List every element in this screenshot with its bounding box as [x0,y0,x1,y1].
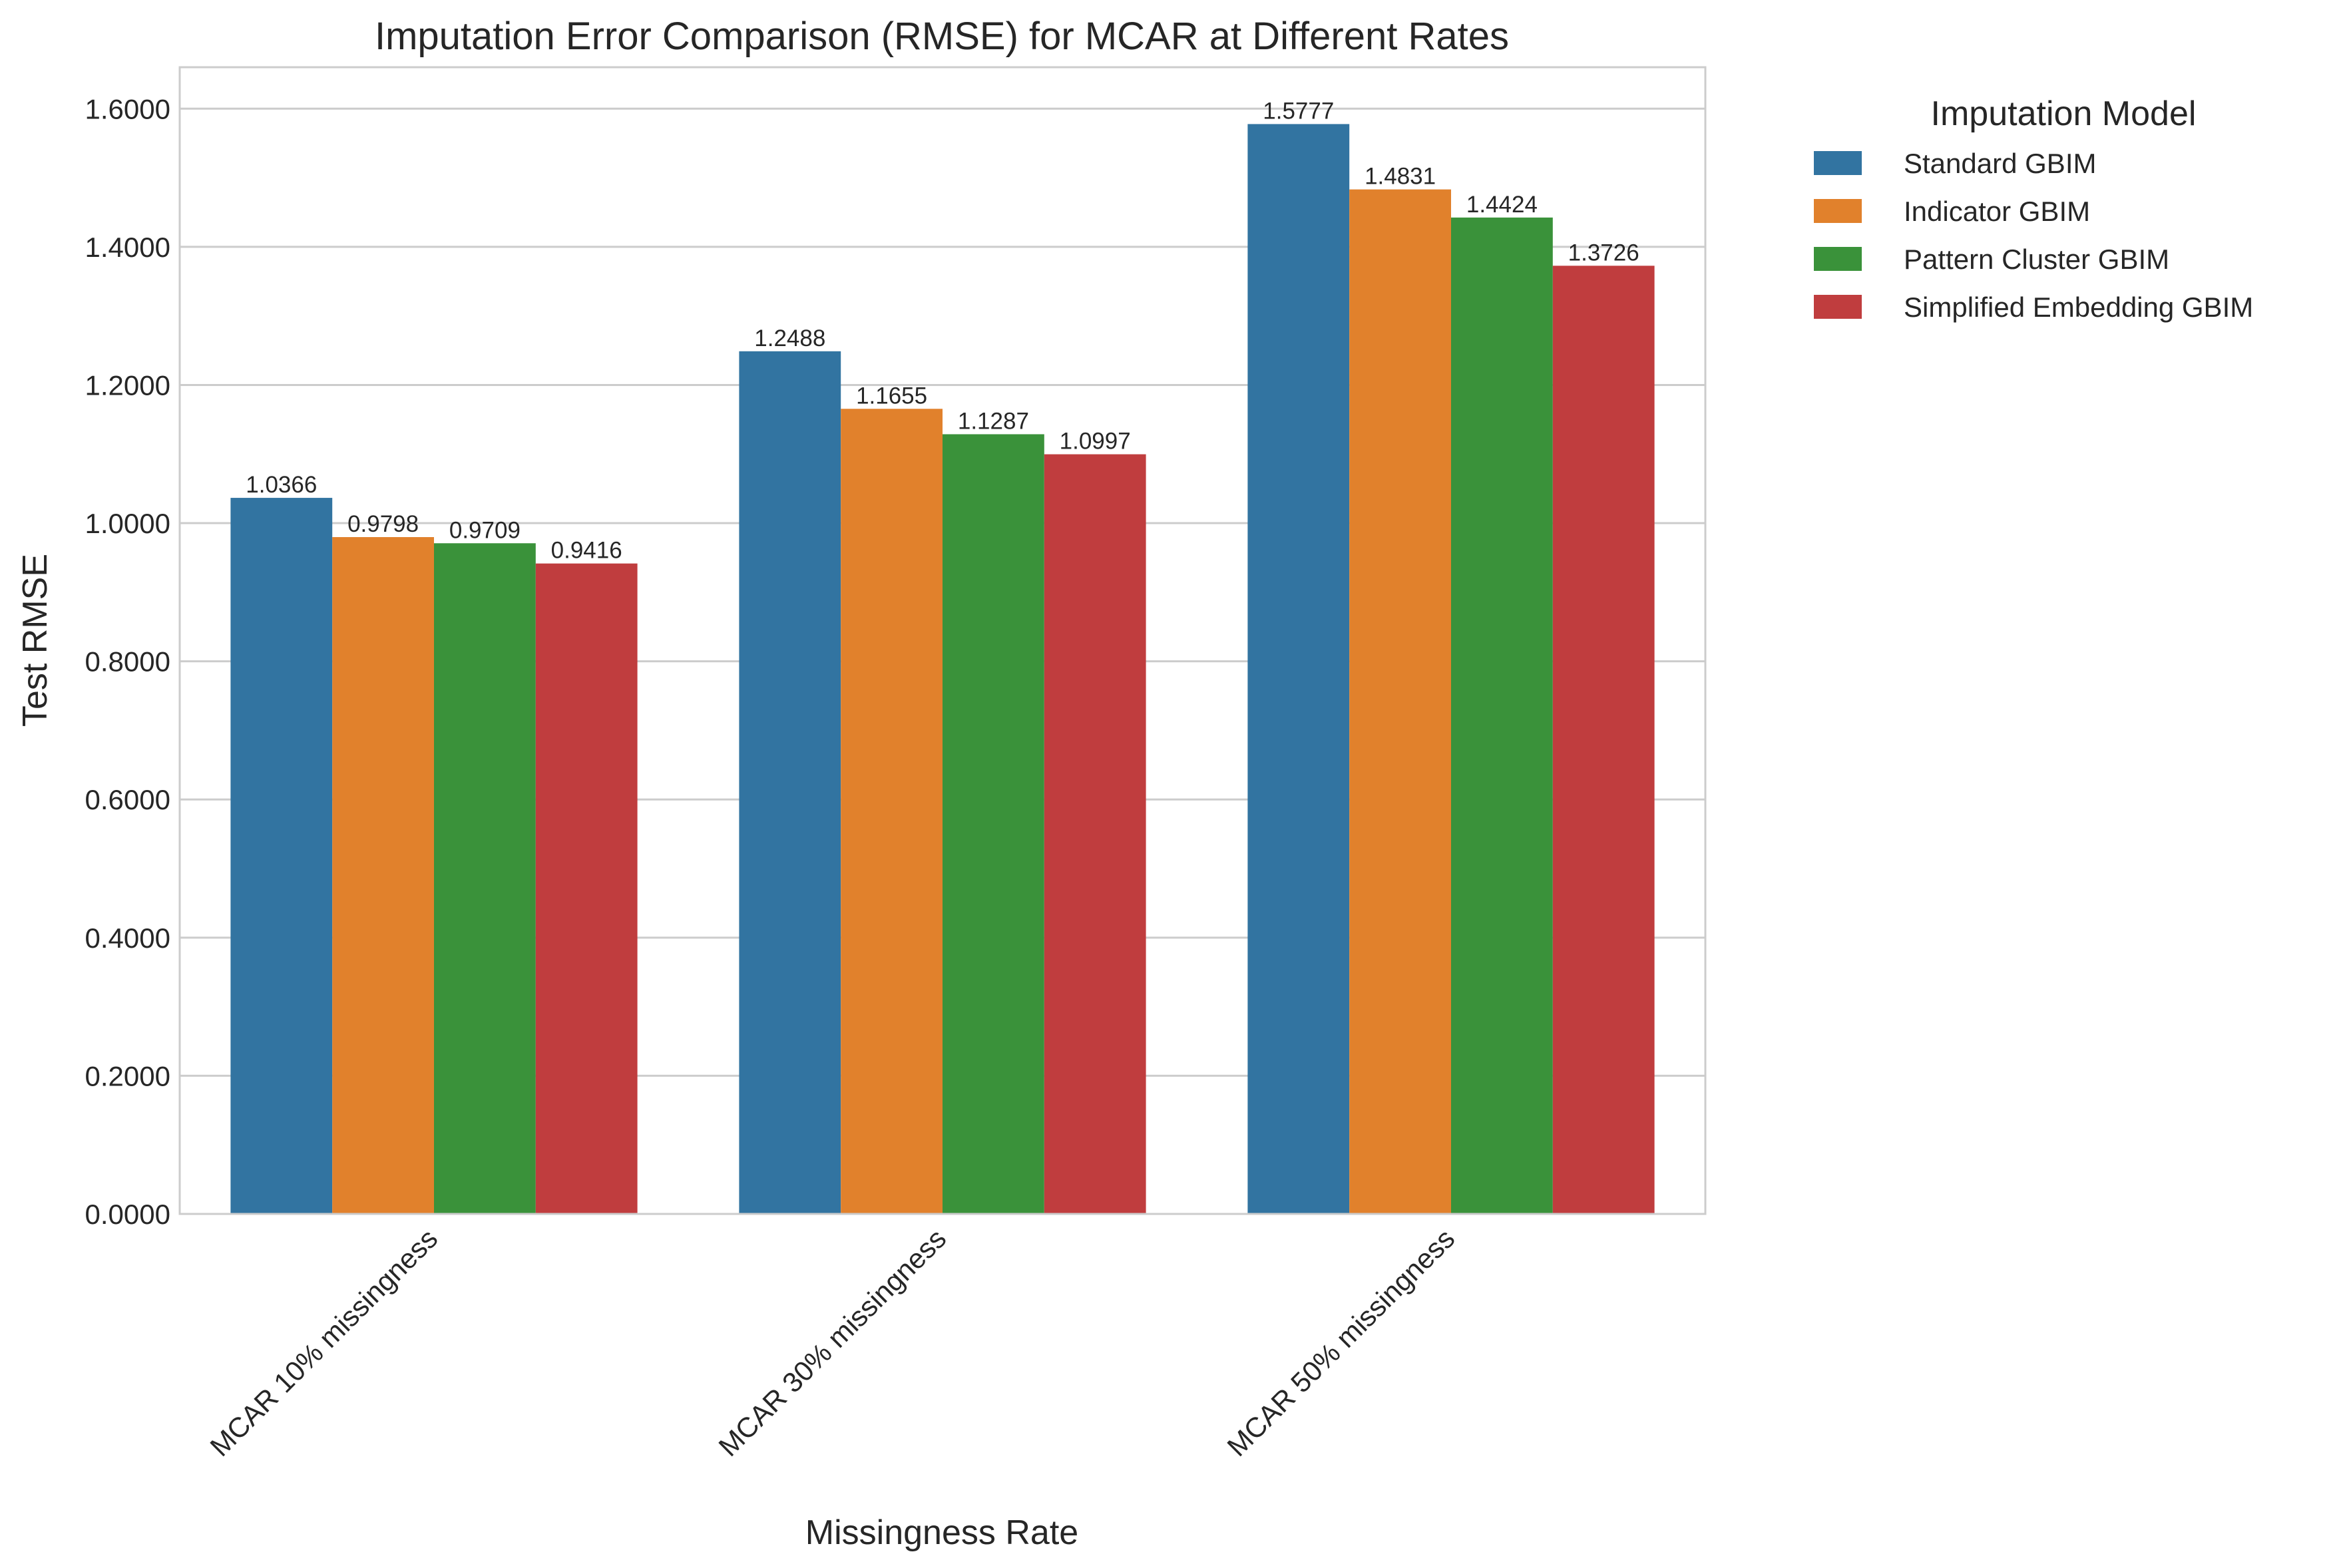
bar-value-label: 1.3726 [1568,240,1639,266]
x-tick-label: MCAR 50% missingness [1221,1223,1460,1462]
legend-title: Imputation Model [1931,95,2197,133]
bar-value-label: 1.0997 [1060,429,1131,455]
bar-value-label: 0.9709 [449,517,521,543]
y-axis-ticks: 0.0000 0.2000 0.4000 0.6000 0.8000 1.0000 1.20… [85,93,170,1230]
legend-swatch [1814,247,1862,271]
bar-value-label: 1.2488 [754,325,825,351]
legend-entry-label: Indicator GBIM [1904,196,2090,227]
legend: Imputation Model Standard GBIM Indicator … [1814,95,2253,323]
y-tick-label: 1.0000 [85,508,170,539]
bar [1044,454,1146,1214]
bar [332,537,434,1214]
bar-value-label: 1.0366 [246,472,317,498]
bar [535,563,638,1214]
bars [230,124,1655,1215]
bar [1247,124,1350,1214]
y-tick-label: 1.2000 [85,369,170,401]
bar-value-label: 0.9798 [347,511,419,537]
y-tick-label: 0.4000 [85,922,170,954]
bar-value-label: 1.1655 [856,383,927,409]
bar-value-label: 1.1287 [958,408,1029,434]
x-tick-label: MCAR 10% missingness [204,1223,443,1462]
bar [1552,266,1655,1214]
bar [739,351,841,1214]
x-axis-label: Missingness Rate [805,1513,1078,1552]
y-tick-label: 0.8000 [85,646,170,678]
y-tick-label: 0.0000 [85,1199,170,1230]
bar [1451,217,1553,1215]
legend-entry-label: Simplified Embedding GBIM [1904,292,2253,323]
legend-entry-label: Pattern Cluster GBIM [1904,244,2169,275]
y-axis-label: Test RMSE [16,554,55,727]
chart-title: Imputation Error Comparison (RMSE) for M… [375,15,1509,58]
x-tick-label: MCAR 30% missingness [712,1223,952,1462]
bar-value-label: 1.4831 [1365,164,1436,190]
plot-area-frame [178,66,1707,1215]
bar [230,498,333,1215]
y-tick-label: 0.2000 [85,1060,170,1091]
legend-swatch [1814,151,1862,175]
y-tick-label: 1.4000 [85,232,170,263]
bar-value-labels: 1.0366 0.9798 0.9709 0.9416 1.2488 1.1655 1.12… [246,98,1639,563]
y-tick-label: 0.6000 [85,784,170,815]
legend-entry-label: Standard GBIM [1904,148,2096,179]
bar-value-label: 1.4424 [1466,192,1538,218]
bar [434,543,536,1214]
legend-swatch [1814,199,1862,223]
x-axis-ticks: MCAR 10% missingness MCAR 30% missingness… [204,1223,1460,1462]
bar [841,409,943,1215]
legend-swatch [1814,295,1862,319]
legend-items: Standard GBIM Indicator GBIM Pattern Clust… [1814,148,2253,323]
bar [943,434,1044,1214]
y-tick-label: 1.6000 [85,93,170,124]
bar-value-label: 0.9416 [551,538,622,564]
bar-value-label: 1.5777 [1263,98,1334,124]
bar [1349,189,1451,1215]
